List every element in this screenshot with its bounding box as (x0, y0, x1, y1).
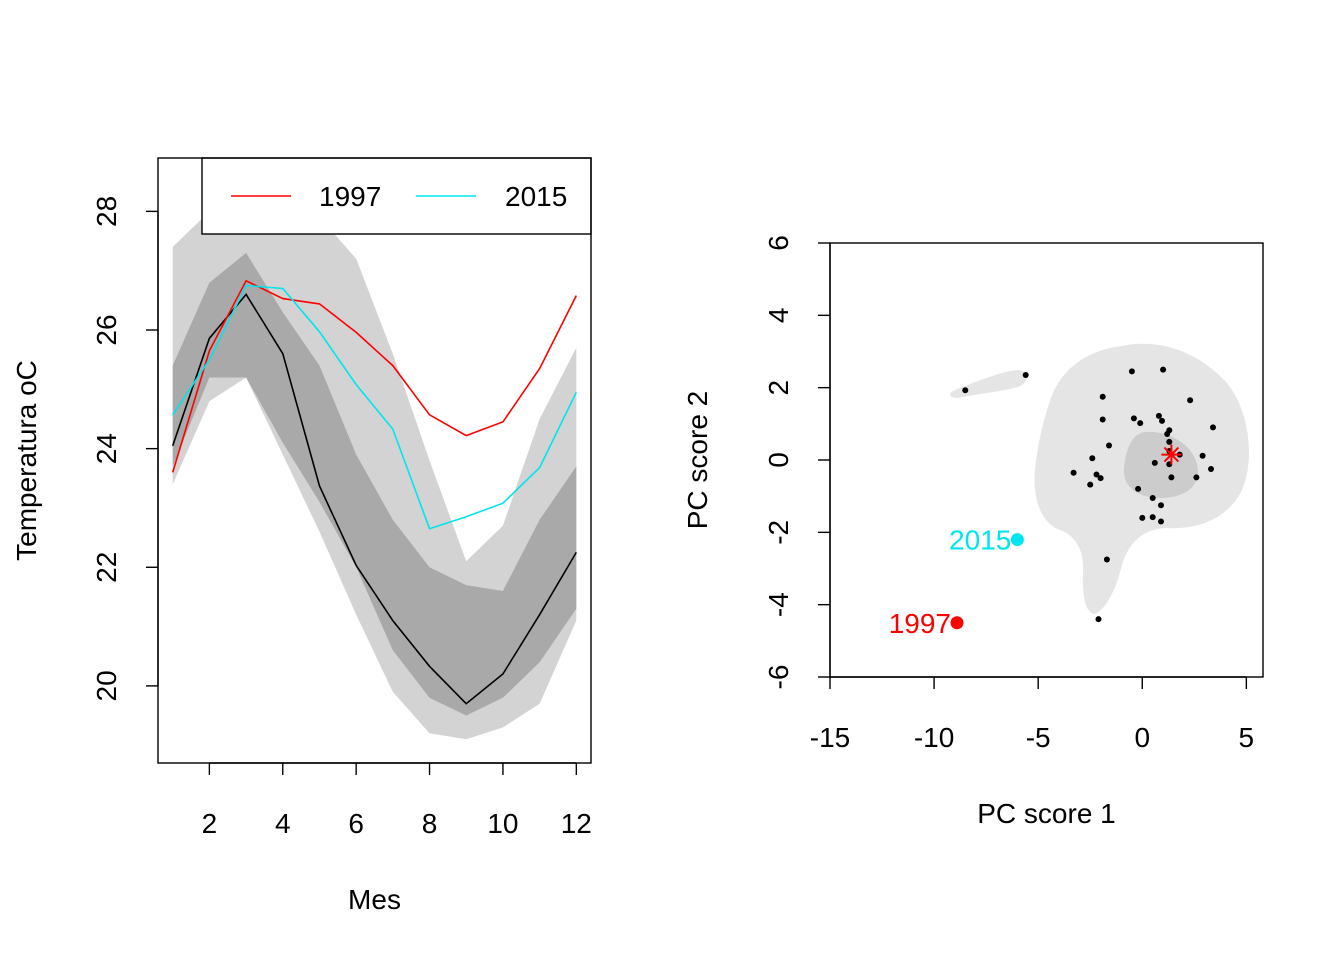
inner-density-region (1123, 431, 1199, 498)
score-point (1168, 474, 1175, 481)
score-point (1139, 514, 1146, 521)
x-tick-label: -5 (1026, 722, 1051, 753)
score-point (962, 387, 969, 394)
mode-star-d2 (1163, 446, 1180, 463)
outlier-density-region (950, 370, 1027, 398)
score-point (1160, 366, 1167, 373)
y-tick-label: 28 (91, 196, 122, 227)
score-point (1149, 495, 1156, 501)
x-tick-label: -15 (810, 722, 850, 753)
y-tick-label: 0 (763, 452, 794, 468)
y-tick-label: 4 (763, 308, 794, 324)
score-point (1199, 452, 1206, 459)
y-axis: 20 22 24 26 28 (91, 196, 159, 701)
y-tick-label: 24 (91, 433, 122, 464)
x-tick-label: 0 (1134, 722, 1150, 753)
x-tick-label: 12 (561, 808, 592, 839)
pc-score-scatter-plot: 2015 1997 -15 -10 -5 0 5 -6 -4 -2 0 2 4 6 PC score … (682, 235, 1264, 829)
legend-label-2015: 2015 (505, 181, 567, 212)
x-axis-label: PC score 1 (977, 798, 1116, 829)
series-line-1997 (171, 279, 578, 473)
series-line-mean (171, 293, 577, 705)
score-point (1130, 415, 1137, 422)
y-axis: -6 -4 -2 0 2 4 6 (763, 235, 831, 690)
series-lines (171, 279, 578, 705)
score-point (1099, 393, 1106, 400)
score-points (962, 366, 1216, 623)
score-point (1087, 481, 1094, 488)
score-point (1159, 417, 1165, 424)
score-point (1166, 438, 1173, 445)
y-tick-label: 6 (763, 235, 794, 251)
score-point (1070, 469, 1077, 476)
series-line-2015 (172, 284, 578, 530)
y-axis-label: PC score 2 (682, 391, 713, 530)
score-point (1022, 372, 1029, 378)
y-tick-label: 22 (91, 552, 122, 583)
density-contours (950, 343, 1249, 614)
score-point (1151, 459, 1158, 466)
x-tick-label: 8 (422, 808, 438, 839)
score-point (1089, 455, 1096, 462)
x-tick-label: -10 (914, 722, 954, 753)
x-axis: 2 4 6 8 10 12 (202, 762, 592, 839)
highlighted-label-1997: 1997 (889, 608, 951, 639)
highlighted-point-1997 (950, 616, 964, 630)
score-point (1193, 474, 1200, 481)
x-tick-label: 2 (202, 808, 218, 839)
score-point (1106, 442, 1112, 449)
y-tick-label: -2 (763, 520, 794, 545)
x-axis-label: Mes (348, 884, 401, 915)
score-point (1210, 424, 1216, 431)
mode-marker (1161, 444, 1182, 465)
legend: 1997 2015 (201, 157, 592, 235)
x-tick-label: 4 (275, 808, 291, 839)
score-point (1158, 502, 1164, 509)
y-tick-label: 20 (91, 670, 122, 701)
score-point (1135, 485, 1142, 492)
y-tick-label: -4 (763, 592, 794, 617)
x-tick-label: 6 (348, 808, 364, 839)
score-point (1099, 416, 1106, 423)
score-point (1095, 616, 1102, 623)
y-tick-label: 2 (763, 380, 794, 396)
inner-percentile-band (172, 252, 577, 716)
score-point (1137, 420, 1144, 427)
score-point (1149, 514, 1156, 521)
score-point (1155, 412, 1162, 419)
score-point (1208, 466, 1214, 472)
score-point (1093, 471, 1100, 478)
score-point (1097, 475, 1104, 482)
score-point (1164, 431, 1171, 437)
highlighted-years: 2015 1997 (889, 525, 1024, 639)
x-axis: -15 -10 -5 0 5 (810, 676, 1255, 753)
y-tick-label: -6 (763, 665, 794, 690)
y-axis-label: Temperatura oC (11, 360, 42, 561)
highlighted-label-2015: 2015 (949, 525, 1011, 556)
highlighted-point-2015 (1010, 533, 1024, 547)
x-tick-label: 5 (1239, 722, 1255, 753)
score-point (1103, 556, 1110, 563)
score-point (1187, 397, 1194, 404)
score-point (1128, 368, 1135, 375)
y-tick-label: 26 (91, 314, 122, 345)
x-tick-label: 10 (487, 808, 518, 839)
legend-label-1997: 1997 (319, 181, 381, 212)
score-point (1158, 518, 1164, 525)
